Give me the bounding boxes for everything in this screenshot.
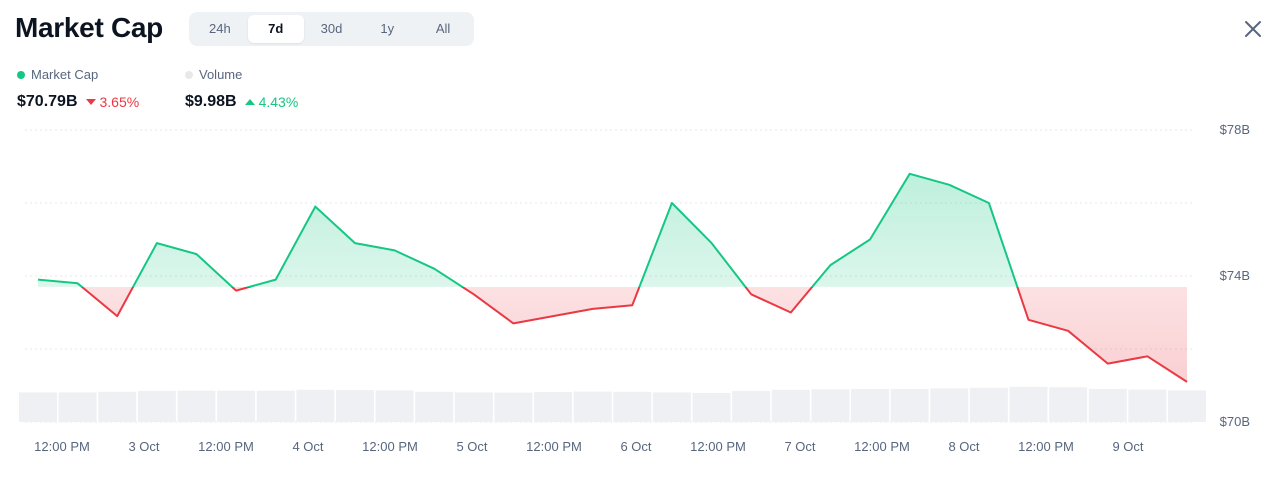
- volume-bar: [969, 387, 1008, 422]
- x-tick-label: 5 Oct: [456, 439, 487, 454]
- time-range-tabs: 24h 7d 30d 1y All: [189, 12, 474, 46]
- area-above-baseline: [38, 173, 1187, 287]
- market-cap-change: 3.65%: [85, 94, 140, 110]
- volume-bar: [137, 390, 176, 422]
- volume-bar: [256, 390, 295, 422]
- x-tick-label: 12:00 PM: [1018, 439, 1074, 454]
- x-tick-label: 7 Oct: [784, 439, 815, 454]
- volume-bar: [335, 390, 374, 422]
- volume-bar: [652, 392, 691, 422]
- market-cap-stat: $70.79B 3.65%: [17, 93, 139, 111]
- x-tick-label: 3 Oct: [128, 439, 159, 454]
- x-tick-label: 12:00 PM: [362, 439, 418, 454]
- volume-bar: [732, 390, 771, 422]
- close-icon[interactable]: [1240, 16, 1266, 42]
- volume-bar: [98, 391, 137, 422]
- volume-bar: [573, 391, 612, 422]
- x-tick-label: 12:00 PM: [526, 439, 582, 454]
- volume-bar: [692, 392, 731, 422]
- x-tick-label: 12:00 PM: [34, 439, 90, 454]
- volume-bar: [494, 392, 533, 422]
- volume-bar: [375, 390, 414, 422]
- market-cap-change-text: 3.65%: [99, 94, 140, 110]
- volume-value: $9.98B: [185, 93, 237, 110]
- legend-market-cap-label: Market Cap: [31, 67, 99, 82]
- y-tick-label: $74B: [1220, 268, 1250, 283]
- x-tick-label: 12:00 PM: [854, 439, 910, 454]
- volume-bar: [1049, 387, 1088, 422]
- x-tick-label: 9 Oct: [1112, 439, 1143, 454]
- volume-bar: [1009, 386, 1048, 422]
- volume-bar: [19, 392, 57, 422]
- volume-change: 4.43%: [244, 94, 299, 110]
- x-tick-label: 12:00 PM: [198, 439, 254, 454]
- legend-volume: Volume: [185, 67, 242, 82]
- volume-bar: [1088, 388, 1127, 422]
- market-cap-line-down: [80, 286, 1188, 383]
- volume-bar: [1128, 389, 1167, 422]
- tab-1y[interactable]: 1y: [380, 21, 395, 36]
- market-cap-line-up: [37, 172, 1019, 287]
- caret-down-icon: [85, 99, 96, 105]
- volume-bar: [851, 388, 890, 422]
- volume-bar: [177, 390, 216, 422]
- tab-7d[interactable]: 7d: [247, 15, 304, 43]
- volume-bar: [534, 392, 573, 422]
- volume-bar: [217, 390, 256, 422]
- legend-volume-label: Volume: [199, 67, 243, 82]
- x-tick-label: 6 Oct: [620, 439, 651, 454]
- volume-bar: [771, 389, 810, 422]
- y-tick-label: $78B: [1220, 122, 1250, 137]
- volume-bar: [930, 388, 969, 422]
- volume-bar: [454, 392, 493, 422]
- caret-up-icon: [244, 99, 255, 105]
- legend-market-cap: Market Cap: [17, 67, 98, 82]
- tab-30d[interactable]: 30d: [320, 21, 343, 36]
- volume-change-text: 4.43%: [258, 94, 299, 110]
- page-title: Market Cap: [15, 12, 163, 43]
- tab-all[interactable]: All: [435, 21, 451, 36]
- volume-dot-icon: [185, 70, 193, 79]
- y-tick-label: $70B: [1220, 414, 1250, 429]
- x-tick-label: 12:00 PM: [690, 439, 746, 454]
- volume-bar: [415, 391, 454, 422]
- market-cap-dot-icon: [17, 70, 25, 79]
- volume-bar: [890, 388, 929, 422]
- x-tick-label: 8 Oct: [948, 439, 979, 454]
- x-tick-label: 4 Oct: [292, 439, 323, 454]
- volume-bar: [58, 392, 97, 422]
- volume-stat: $9.98B 4.43%: [185, 93, 298, 111]
- volume-bar: [1168, 390, 1206, 422]
- volume-bar: [296, 389, 335, 422]
- market-cap-value: $70.79B: [17, 93, 78, 110]
- area-below-baseline: [82, 286, 1187, 382]
- volume-bar: [613, 391, 652, 422]
- volume-bar: [811, 389, 850, 422]
- tab-24h[interactable]: 24h: [209, 21, 231, 36]
